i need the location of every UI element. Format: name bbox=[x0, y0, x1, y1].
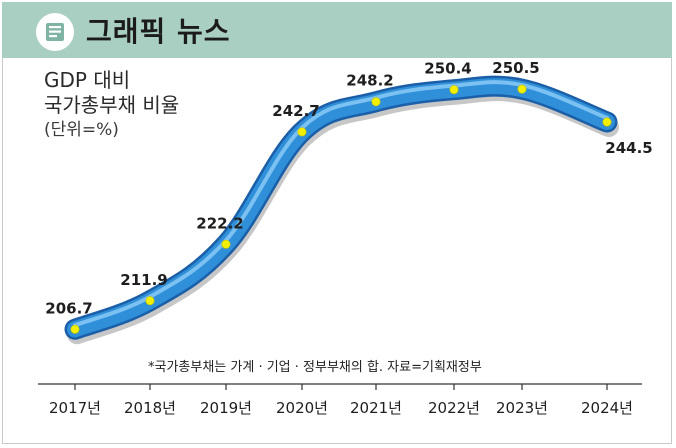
chart-frame bbox=[2, 2, 672, 444]
series-line bbox=[67, 78, 615, 338]
series-line-highlight bbox=[73, 80, 609, 328]
data-value-label: 250.5 bbox=[492, 59, 539, 77]
series-group bbox=[64, 75, 619, 345]
x-tick-label: 2022년 bbox=[428, 399, 480, 417]
data-value-label: 242.7 bbox=[272, 102, 319, 120]
page-title: 그래픽 뉴스 bbox=[86, 15, 231, 48]
data-point bbox=[145, 296, 155, 306]
x-tick-label: 2018년 bbox=[124, 399, 176, 417]
data-point bbox=[371, 97, 381, 107]
data-value-label: 250.4 bbox=[424, 60, 471, 78]
data-value-label: 248.2 bbox=[346, 72, 393, 90]
data-point bbox=[602, 117, 612, 127]
data-value-label: 206.7 bbox=[45, 299, 92, 317]
data-value-label: 211.9 bbox=[120, 271, 167, 289]
data-point bbox=[297, 127, 307, 137]
header-bar: 그래픽 뉴스 bbox=[2, 2, 672, 58]
x-tick-label: 2017년 bbox=[49, 399, 101, 417]
x-tick-label: 2021년 bbox=[350, 399, 402, 417]
x-ticks-group: 2017년 2018년 2019년 2020년 2021년 2022년 2023년 2024년 bbox=[49, 384, 633, 417]
value-labels-group: 206.7 211.9 222.2 242.7 248.2 250.4 250.5 244.5 bbox=[45, 59, 652, 317]
points-group bbox=[70, 84, 612, 334]
data-point bbox=[221, 239, 231, 249]
news-icon bbox=[36, 13, 74, 51]
x-tick-label: 2024년 bbox=[581, 399, 633, 417]
data-point bbox=[517, 84, 527, 94]
data-point bbox=[70, 324, 80, 334]
y-axis-label-line-2: 국가총부채 비율 bbox=[44, 93, 180, 117]
unit-label: (단위=%) bbox=[44, 120, 119, 140]
x-tick-label: 2023년 bbox=[496, 399, 548, 417]
y-axis-label-line-1: GDP 대비 bbox=[44, 68, 131, 92]
data-value-label: 222.2 bbox=[196, 214, 243, 232]
data-point bbox=[449, 85, 459, 95]
x-tick-label: 2019년 bbox=[200, 399, 252, 417]
source-footnote: *국가총부채는 가계 · 기업 · 정부부채의 합. 자료=기획재정부 bbox=[148, 360, 482, 375]
x-tick-label: 2020년 bbox=[276, 399, 328, 417]
data-value-label: 244.5 bbox=[605, 139, 652, 157]
